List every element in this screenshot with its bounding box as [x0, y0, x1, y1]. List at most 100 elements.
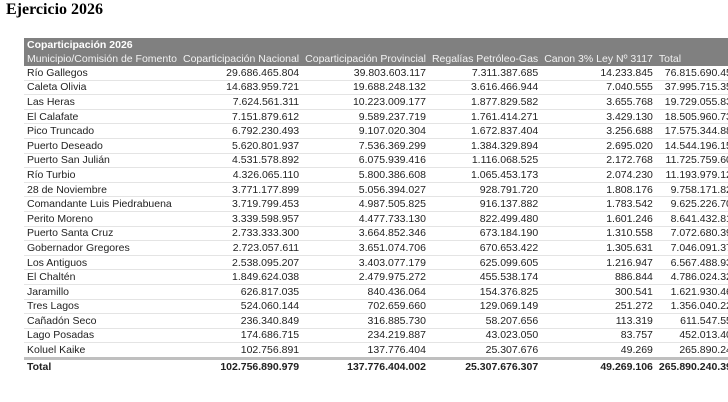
total-amount: 137.776.404.002 [302, 356, 429, 375]
table-row: Tres Lagos 524.060.144 702.659.660 129.069.… [24, 299, 728, 315]
amount-cell: 3.429.130 [541, 109, 656, 125]
page-title: Ejercicio 2026 [6, 1, 104, 18]
amount-cell: 4.987.505.825 [302, 196, 429, 212]
amount-cell: 670.653.422 [428, 240, 542, 256]
amount-cell: 102.756.891 [179, 342, 303, 359]
amount-cell: 9.625.226.702 [655, 196, 728, 212]
amount-cell: 113.319 [541, 313, 656, 329]
amount-cell: 1.310.558 [541, 226, 656, 242]
amount-cell: 234.219.887 [302, 328, 429, 344]
amount-cell: 14.544.196.150 [655, 138, 728, 154]
amount-cell: 316.885.730 [302, 313, 429, 329]
amount-cell: 3.256.688 [541, 123, 656, 139]
amount-cell: 9.107.020.304 [302, 123, 429, 139]
amount-cell: 1.783.542 [541, 196, 656, 212]
amount-cell: 8.641.432.813 [655, 211, 728, 227]
amount-cell: 928.791.720 [428, 182, 542, 198]
amount-cell: 7.311.387.685 [428, 66, 542, 81]
amount-cell: 58.207.656 [428, 313, 542, 329]
municipality-name: Pico Truncado [24, 123, 180, 139]
table-row: Cañadón Seco 236.340.849 316.885.730 58.207… [24, 313, 728, 329]
amount-cell: 129.069.149 [428, 299, 542, 315]
amount-cell: 4.786.024.328 [655, 269, 728, 285]
amount-cell: 10.223.009.177 [302, 94, 429, 110]
amount-cell: 49.269 [541, 342, 656, 359]
amount-cell: 9.758.171.822 [655, 182, 728, 198]
amount-cell: 1.356.040.225 [655, 299, 728, 315]
amount-cell: 14.683.959.721 [179, 80, 303, 96]
amount-cell: 19.688.248.132 [302, 80, 429, 96]
amount-cell: 3.616.466.944 [428, 80, 542, 96]
amount-cell: 1.849.624.038 [179, 269, 303, 285]
amount-cell: 702.659.660 [302, 299, 429, 315]
amount-cell: 2.733.333.300 [179, 226, 303, 242]
table-row: Lago Posadas 174.686.715 234.219.887 43.023… [24, 328, 728, 344]
amount-cell: 76.815.690.451 [655, 66, 728, 81]
amount-cell: 7.151.879.612 [179, 109, 303, 125]
amount-cell: 3.339.598.957 [179, 211, 303, 227]
total-row: Total 102.756.890.979 137.776.404.002 25.30… [24, 356, 728, 375]
amount-cell: 6.567.488.938 [655, 255, 728, 271]
amount-cell: 452.013.409 [655, 328, 728, 344]
amount-cell: 300.541 [541, 284, 656, 300]
table-row: Caleta Olivia 14.683.959.721 19.688.248.13… [24, 80, 728, 96]
total-amount: 49.269.106 [541, 356, 656, 375]
table-row: Puerto Deseado 5.620.801.937 7.536.369.299… [24, 138, 728, 154]
amount-cell: 18.505.960.732 [655, 109, 728, 125]
amount-cell: 7.624.561.311 [179, 94, 303, 110]
table-row: El Chaltén 1.849.624.038 2.479.975.272 455.… [24, 269, 728, 285]
amount-cell: 1.116.068.525 [428, 153, 542, 169]
amount-cell: 5.620.801.937 [179, 138, 303, 154]
municipality-name: Puerto Santa Cruz [24, 226, 180, 242]
amount-cell: 455.538.174 [428, 269, 542, 285]
amount-cell: 1.808.176 [541, 182, 656, 198]
amount-cell: 25.307.676 [428, 342, 542, 359]
total-amount: 25.307.676.307 [428, 356, 542, 375]
column-header: Municipio/Comisión de Fomento [24, 52, 180, 66]
amount-cell: 5.056.394.027 [302, 182, 429, 198]
municipality-name: Lago Posadas [24, 328, 180, 344]
table-row: Gobernador Gregores 2.723.057.611 3.651.07… [24, 240, 728, 256]
amount-cell: 14.233.845 [541, 66, 656, 81]
amount-cell: 1.877.829.582 [428, 94, 542, 110]
total-amount: 102.756.890.979 [179, 356, 303, 375]
amount-cell: 7.040.555 [541, 80, 656, 96]
amount-cell: 251.272 [541, 299, 656, 315]
amount-cell: 2.479.975.272 [302, 269, 429, 285]
amount-cell: 39.803.603.117 [302, 66, 429, 81]
column-header: Coparticipación Provincial [302, 52, 429, 66]
table-row: Puerto San Julián 4.531.578.892 6.075.939.… [24, 153, 728, 169]
table-row: 28 de Noviembre 3.771.177.899 5.056.394.02… [24, 182, 728, 198]
amount-cell: 6.792.230.493 [179, 123, 303, 139]
amount-cell: 1.305.631 [541, 240, 656, 256]
amount-cell: 625.099.605 [428, 255, 542, 271]
amount-cell: 236.340.849 [179, 313, 303, 329]
amount-cell: 2.538.095.207 [179, 255, 303, 271]
column-header: Total [655, 52, 728, 66]
amount-cell: 265.890.240 [655, 342, 728, 359]
amount-cell: 840.436.064 [302, 284, 429, 300]
amount-cell: 4.531.578.892 [179, 153, 303, 169]
amount-cell: 83.757 [541, 328, 656, 344]
amount-cell: 4.326.065.110 [179, 167, 303, 183]
municipality-name: Río Turbio [24, 167, 180, 183]
amount-cell: 1.761.414.271 [428, 109, 542, 125]
municipality-name: El Calafate [24, 109, 180, 125]
table-row: Puerto Santa Cruz 2.733.333.300 3.664.852.… [24, 226, 728, 242]
amount-cell: 1.621.930.465 [655, 284, 728, 300]
amount-cell: 7.046.091.370 [655, 240, 728, 256]
amount-cell: 154.376.825 [428, 284, 542, 300]
total-amount: 265.890.240.394 [655, 356, 728, 375]
amount-cell: 3.651.074.706 [302, 240, 429, 256]
amount-cell: 3.719.799.453 [179, 196, 303, 212]
amount-cell: 524.060.144 [179, 299, 303, 315]
table-row: Perito Moreno 3.339.598.957 4.477.733.130 8… [24, 211, 728, 227]
municipality-name: Las Heras [24, 94, 180, 110]
table-row: Koluel Kaike 102.756.891 137.776.404 25.307… [24, 342, 728, 359]
municipality-name: Koluel Kaike [24, 342, 180, 359]
amount-cell: 7.536.369.299 [302, 138, 429, 154]
amount-cell: 17.575.344.889 [655, 123, 728, 139]
municipality-name: 28 de Noviembre [24, 182, 180, 198]
amount-cell: 4.477.733.130 [302, 211, 429, 227]
municipality-name: Gobernador Gregores [24, 240, 180, 256]
